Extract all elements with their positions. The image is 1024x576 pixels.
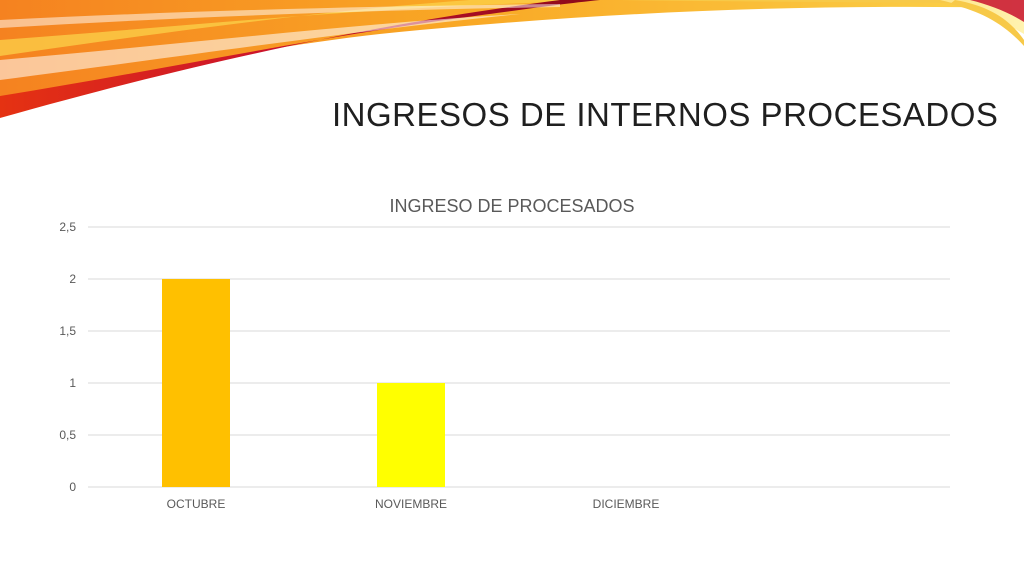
decorative-banner xyxy=(0,0,1024,118)
y-tick-label: 0,5 xyxy=(59,428,76,442)
bar-noviembre xyxy=(377,383,445,487)
y-axis-ticks: 0 0,5 1 1,5 2 2,5 xyxy=(59,220,76,494)
y-tick-label: 1 xyxy=(69,376,76,390)
x-tick-label-octubre: OCTUBRE xyxy=(167,497,226,511)
x-tick-label-diciembre: DICIEMBRE xyxy=(593,497,660,511)
y-tick-label: 0 xyxy=(69,480,76,494)
bars xyxy=(162,279,445,487)
chart-title: INGRESO DE PROCESADOS xyxy=(389,196,634,216)
y-tick-label: 2,5 xyxy=(59,220,76,234)
gridlines xyxy=(88,226,950,488)
bar-octubre xyxy=(162,279,230,487)
slide-title: INGRESOS DE INTERNOS PROCESADOS xyxy=(332,96,999,133)
x-tick-label-noviembre: NOVIEMBRE xyxy=(375,497,447,511)
y-tick-label: 1,5 xyxy=(59,324,76,338)
x-axis-ticks: OCTUBRE NOVIEMBRE DICIEMBRE xyxy=(167,497,660,511)
y-tick-label: 2 xyxy=(69,272,76,286)
